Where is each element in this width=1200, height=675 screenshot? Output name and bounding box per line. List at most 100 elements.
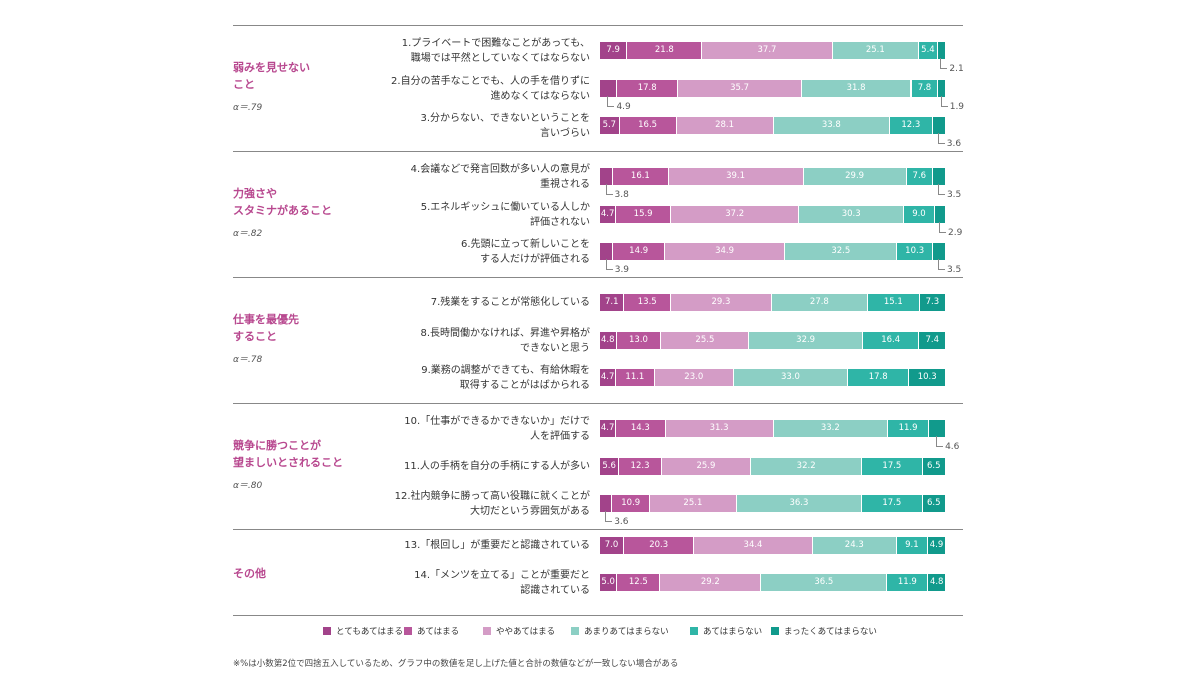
bar-segment-5: 15.1 — [867, 294, 920, 311]
group-divider — [233, 529, 963, 530]
stacked-bar: 4.7 15.9 37.2 30.3 9.0 — [600, 206, 945, 223]
callout-value: 2.1 — [949, 64, 964, 74]
callout-value: 3.9 — [614, 265, 630, 275]
legend-item: あまりあてはまらない — [571, 627, 669, 638]
bar-segment-1 — [600, 243, 614, 260]
legend-item: まったくあてはまらない — [771, 627, 877, 638]
bar-segment-3: 37.7 — [702, 42, 833, 59]
group-divider — [233, 277, 963, 278]
callout-leader — [940, 58, 948, 69]
callout-value: 4.9 — [616, 102, 631, 112]
bar-segment-1 — [600, 168, 614, 185]
question-label: 8.長時間働かなければ、昇進や昇格が できないと思う — [420, 327, 590, 354]
bar-segment-6: 6.5 — [922, 458, 945, 475]
bar-segment-2: 17.8 — [616, 80, 679, 97]
group-divider — [233, 403, 963, 404]
legend-swatch — [571, 627, 579, 635]
legend-swatch — [404, 627, 412, 635]
group-title: 弱みを見せない こと — [233, 60, 310, 91]
bar-segment-2: 13.5 — [624, 294, 671, 311]
bar-segment-5: 9.1 — [896, 537, 929, 554]
question-label: 1.プライベートで困難なことがあっても、 職場では平然としていなくてはならない — [401, 37, 590, 64]
bar-segment-6 — [932, 243, 945, 260]
bar-segment-3: 31.3 — [665, 420, 774, 437]
bar-segment-2: 11.1 — [616, 369, 655, 386]
bar-segment-1: 7.0 — [600, 537, 625, 554]
bar-segment-5: 7.6 — [906, 168, 933, 185]
bar-segment-4: 33.2 — [773, 420, 889, 437]
bar-segment-3: 35.7 — [678, 80, 802, 97]
bar-segment-4: 32.9 — [749, 332, 863, 349]
bar-segment-4: 36.5 — [761, 574, 888, 591]
callout-leader — [938, 222, 946, 233]
group-alpha: α＝.79 — [233, 103, 263, 113]
bar-segment-6 — [929, 420, 945, 437]
bar-segment-4: 30.3 — [799, 206, 904, 223]
bar-segment-6: 4.8 — [928, 574, 945, 591]
bar-segment-1: 4.7 — [600, 420, 617, 437]
group-divider — [233, 615, 963, 616]
bar-segment-2: 16.1 — [613, 168, 669, 185]
bar-segment-6 — [932, 168, 945, 185]
bar-segment-6 — [938, 80, 945, 97]
bar-segment-1: 7.9 — [600, 42, 628, 59]
callout-leader — [937, 184, 945, 195]
bar-segment-5: 12.3 — [890, 117, 933, 134]
legend-label: あてはまる — [417, 627, 460, 637]
group-alpha: α＝.78 — [233, 355, 263, 365]
callout-leader — [605, 511, 613, 522]
legend-swatch — [771, 627, 779, 635]
callout-leader — [940, 96, 948, 107]
bar-segment-4: 32.5 — [785, 243, 898, 260]
bar-segment-3: 25.5 — [661, 332, 750, 349]
bar-segment-1: 4.7 — [600, 369, 617, 386]
legend-swatch — [483, 627, 491, 635]
bar-segment-6 — [937, 42, 945, 59]
bar-segment-4: 29.9 — [803, 168, 907, 185]
bar-segment-2: 12.3 — [619, 458, 662, 475]
bar-segment-4: 36.3 — [736, 495, 863, 512]
stacked-bar: 7.1 13.5 29.3 27.8 15.1 7.3 — [600, 294, 945, 311]
bar-segment-5: 11.9 — [887, 574, 929, 591]
legend-item: とてもあてはまる — [323, 627, 403, 638]
callout-value: 3.5 — [946, 265, 962, 275]
bar-segment-4: 25.1 — [832, 42, 920, 59]
bar-segment-3: 28.1 — [676, 117, 774, 134]
group-alpha: α＝.80 — [233, 481, 263, 491]
callout-leader — [936, 436, 944, 447]
stacked-bar: 17.8 35.7 31.8 7.8 — [600, 80, 945, 97]
callout-leader — [937, 133, 945, 144]
bar-segment-3: 25.1 — [650, 495, 737, 512]
callout-value: 3.6 — [614, 517, 629, 527]
legend-label: あまりあてはまらない — [584, 627, 669, 637]
bar-segment-2: 14.9 — [613, 243, 665, 260]
stacked-bar: 16.1 39.1 29.9 7.6 — [600, 168, 945, 185]
bar-segment-5: 17.5 — [862, 458, 923, 475]
question-label: 6.先頭に立って新しいことを する人だけが評価される — [460, 238, 590, 265]
callout-value: 2.9 — [947, 228, 963, 238]
bar-segment-5: 10.3 — [897, 243, 933, 260]
bar-segment-5: 7.8 — [911, 80, 939, 97]
callout-value: 1.9 — [949, 102, 965, 112]
bar-segment-1: 4.8 — [600, 332, 617, 349]
bar-segment-2: 20.3 — [624, 537, 695, 554]
bar-segment-3: 29.3 — [670, 294, 772, 311]
group-title: その他 — [233, 567, 266, 580]
bar-segment-5: 5.4 — [919, 42, 938, 59]
group-title: 力強さや スタミナがあること — [233, 186, 332, 217]
bar-segment-1: 5.6 — [600, 458, 620, 475]
question-label: 3.分からない、できないということを 言いづらい — [420, 112, 590, 139]
bar-segment-3: 37.2 — [671, 206, 800, 223]
bar-segment-2: 21.8 — [627, 42, 703, 59]
callout-value: 3.6 — [946, 139, 962, 149]
question-label: 4.会議などで発言回数が多い人の意見が 重視される — [410, 163, 590, 190]
stacked-bar: 10.9 25.1 36.3 17.5 6.5 — [600, 495, 945, 512]
bar-segment-6: 7.3 — [919, 294, 945, 311]
stacked-bar: 5.7 16.5 28.1 33.8 12.3 — [600, 117, 945, 134]
callout-value: 3.8 — [614, 190, 629, 200]
bar-segment-1: 7.1 — [600, 294, 625, 311]
bar-segment-4: 27.8 — [771, 294, 868, 311]
bar-segment-6: 6.5 — [922, 495, 945, 512]
legend-item: あてはまらない — [690, 627, 762, 638]
stacked-bar: 5.6 12.3 25.9 32.2 17.5 6.5 — [600, 458, 945, 475]
